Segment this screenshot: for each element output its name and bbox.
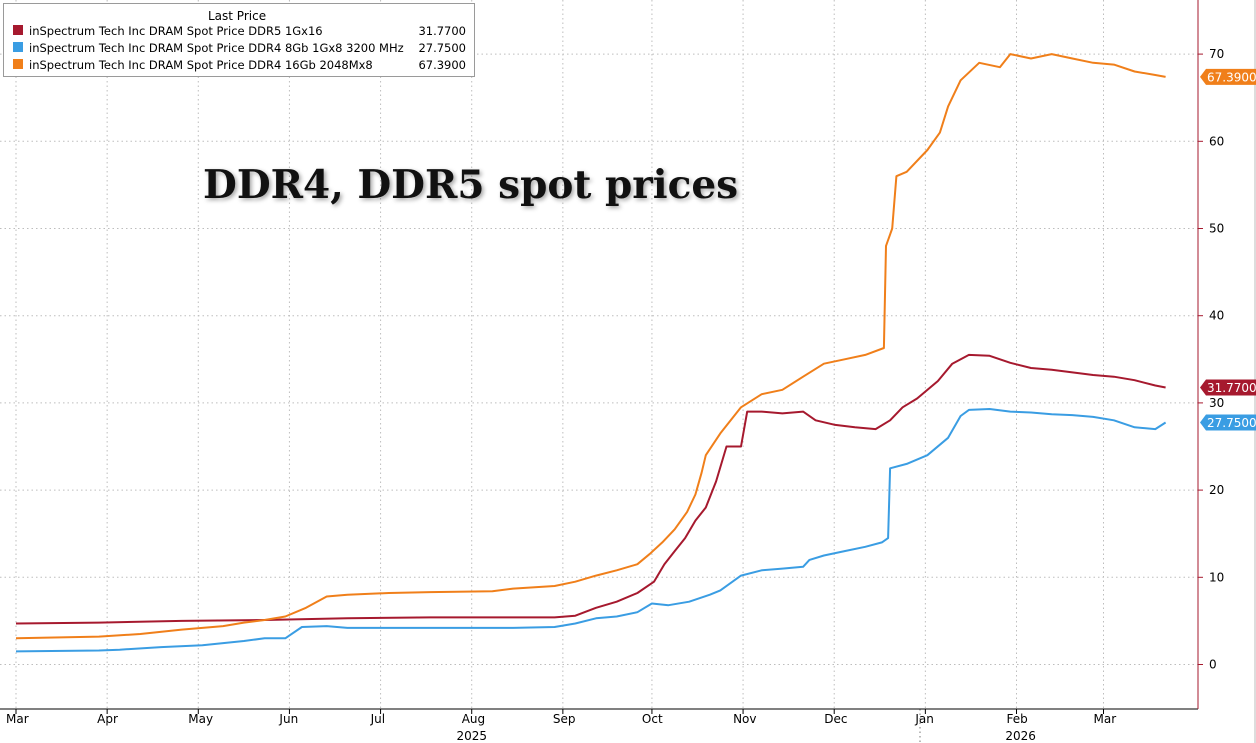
last-price-tag-2: 67.3900 bbox=[1200, 68, 1256, 85]
legend-swatch-ddr4-8gb bbox=[13, 42, 23, 52]
series-line-1 bbox=[15, 408, 1167, 653]
x-month-label: Jul bbox=[370, 712, 385, 726]
x-year-label: 2026 bbox=[1005, 729, 1036, 743]
x-month-label: Mar bbox=[1094, 712, 1117, 726]
last-price-tag-bg bbox=[1200, 379, 1256, 396]
last-price-tag-label: 31.7700 bbox=[1207, 381, 1256, 395]
legend-title: Last Price bbox=[208, 9, 266, 23]
y-tick-label: 40 bbox=[1209, 309, 1224, 323]
last-price-tag-label: 27.7500 bbox=[1207, 416, 1256, 430]
series-lines bbox=[15, 53, 1167, 653]
x-month-label: Aug bbox=[462, 712, 485, 726]
x-month-label: Jan bbox=[914, 712, 934, 726]
x-year-label: 2025 bbox=[456, 729, 487, 743]
x-month-label: Feb bbox=[1007, 712, 1028, 726]
legend-label-ddr4-8gb: inSpectrum Tech Inc DRAM Spot Price DDR4… bbox=[29, 41, 404, 55]
y-tick-label: 60 bbox=[1209, 134, 1224, 148]
legend-box bbox=[3, 3, 475, 77]
y-tick-label: 30 bbox=[1209, 396, 1224, 410]
x-month-label: Dec bbox=[824, 712, 847, 726]
legend-swatch-ddr5 bbox=[13, 25, 23, 35]
legend-value-ddr4-16gb: 67.3900 bbox=[418, 58, 466, 72]
x-month-label: Jun bbox=[278, 712, 298, 726]
legend: Last Price inSpectrum Tech Inc DRAM Spot… bbox=[3, 3, 475, 77]
x-month-label: Apr bbox=[97, 712, 118, 726]
y-tick-label: 50 bbox=[1209, 222, 1224, 236]
x-month-label: Oct bbox=[642, 712, 663, 726]
legend-value-ddr4-8gb: 27.7500 bbox=[418, 41, 466, 55]
x-month-label: Nov bbox=[733, 712, 756, 726]
x-month-label: May bbox=[188, 712, 213, 726]
last-price-tags: 31.7700 27.7500 67.3900 bbox=[1200, 68, 1256, 431]
legend-swatch-ddr4-16gb bbox=[13, 59, 23, 69]
last-price-tag-bg bbox=[1200, 68, 1256, 85]
chart-title: DDR4, DDR5 spot prices bbox=[203, 162, 738, 208]
series-line-0 bbox=[15, 353, 1166, 625]
y-tick-label: 0 bbox=[1209, 658, 1217, 672]
last-price-tag-bg bbox=[1200, 414, 1256, 431]
last-price-tag-1: 27.7500 bbox=[1200, 414, 1256, 431]
x-month-label: Sep bbox=[553, 712, 576, 726]
legend-value-ddr5: 31.7700 bbox=[418, 24, 466, 38]
grid bbox=[0, 0, 1198, 709]
x-month-label: Mar bbox=[6, 712, 29, 726]
last-price-tag-label: 67.3900 bbox=[1207, 70, 1256, 84]
y-tick-label: 20 bbox=[1209, 483, 1224, 497]
y-tick-label: 70 bbox=[1209, 47, 1224, 61]
legend-label-ddr4-16gb: inSpectrum Tech Inc DRAM Spot Price DDR4… bbox=[29, 58, 373, 72]
last-price-tag-0: 31.7700 bbox=[1200, 379, 1256, 396]
series-line-2 bbox=[15, 53, 1166, 640]
legend-label-ddr5: inSpectrum Tech Inc DRAM Spot Price DDR5… bbox=[29, 24, 323, 38]
y-tick-label: 10 bbox=[1209, 570, 1224, 584]
